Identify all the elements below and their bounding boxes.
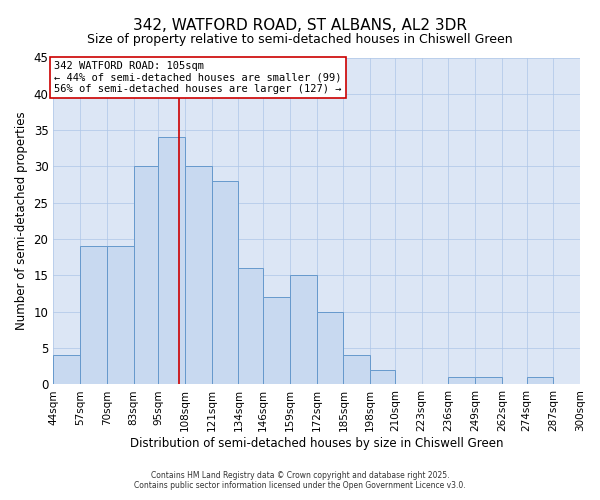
- Bar: [80, 246, 107, 384]
- Bar: [53, 356, 80, 384]
- Y-axis label: Number of semi-detached properties: Number of semi-detached properties: [15, 112, 28, 330]
- Bar: [527, 377, 553, 384]
- Bar: [212, 181, 238, 384]
- Bar: [290, 276, 317, 384]
- Bar: [134, 166, 158, 384]
- Text: 342 WATFORD ROAD: 105sqm
← 44% of semi-detached houses are smaller (99)
56% of s: 342 WATFORD ROAD: 105sqm ← 44% of semi-d…: [55, 61, 342, 94]
- Text: Size of property relative to semi-detached houses in Chiswell Green: Size of property relative to semi-detach…: [87, 32, 513, 46]
- Bar: [370, 370, 395, 384]
- Text: 342, WATFORD ROAD, ST ALBANS, AL2 3DR: 342, WATFORD ROAD, ST ALBANS, AL2 3DR: [133, 18, 467, 32]
- Bar: [448, 377, 475, 384]
- Bar: [263, 298, 290, 384]
- Bar: [185, 166, 212, 384]
- Bar: [158, 138, 185, 384]
- Bar: [475, 377, 502, 384]
- Bar: [238, 268, 263, 384]
- X-axis label: Distribution of semi-detached houses by size in Chiswell Green: Distribution of semi-detached houses by …: [130, 437, 503, 450]
- Bar: [343, 356, 370, 384]
- Bar: [107, 246, 134, 384]
- Bar: [317, 312, 343, 384]
- Text: Contains HM Land Registry data © Crown copyright and database right 2025.
Contai: Contains HM Land Registry data © Crown c…: [134, 470, 466, 490]
